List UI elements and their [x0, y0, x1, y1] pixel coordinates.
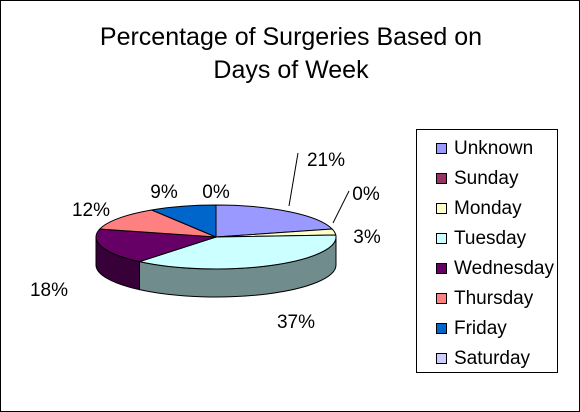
- pie-slice-unknown: [215, 204, 334, 238]
- percentage-labels: 21% 0% 3% 37% 18% 12% 9% 0%: [30, 150, 381, 333]
- pie-slice-friday: [149, 204, 217, 238]
- legend-item-thursday: Thursday: [417, 285, 557, 315]
- pct-label-friday: 9%: [150, 182, 178, 203]
- legend-label-unknown: Unknown: [454, 138, 534, 159]
- pct-label-tuesday: 37%: [277, 312, 315, 333]
- legend-item-saturday: Saturday: [417, 345, 557, 375]
- pct-label-sunday: 0%: [352, 184, 380, 205]
- legend-item-friday: Friday: [417, 315, 557, 345]
- legend-label-monday: Monday: [454, 198, 522, 219]
- pct-label-monday: 3%: [353, 227, 381, 248]
- legend-swatch-thursday: [436, 293, 447, 304]
- legend-swatch-sunday: [436, 173, 447, 184]
- legend-swatch-monday: [436, 203, 447, 214]
- legend-label-saturday: Saturday: [454, 348, 531, 369]
- pct-label-unknown: 21%: [307, 150, 345, 171]
- chart-title: Percentage of Surgeries Based on Days of…: [41, 21, 541, 87]
- legend-label-tuesday: Tuesday: [454, 228, 527, 249]
- legend-swatch-wednesday: [436, 263, 447, 274]
- pie-top: [95, 204, 337, 270]
- legend-label-friday: Friday: [454, 318, 507, 339]
- pie-slice-wednesday: [95, 228, 217, 263]
- leader-line-unknown: [288, 152, 299, 207]
- pie-slice-thursday: [98, 209, 217, 238]
- legend-item-unknown: Unknown: [417, 135, 557, 165]
- legend-swatch-saturday: [436, 353, 447, 364]
- legend-item-tuesday: Tuesday: [417, 225, 557, 255]
- chart-title-line-2: Days of Week: [213, 56, 369, 84]
- pie-slice-tuesday: [137, 234, 337, 270]
- legend-swatch-friday: [436, 323, 447, 334]
- legend-item-monday: Monday: [417, 195, 557, 225]
- legend-label-wednesday: Wednesday: [454, 258, 554, 279]
- legend-label-sunday: Sunday: [454, 168, 519, 189]
- legend: Unknown Sunday Monday Tuesday Wednesday …: [416, 129, 558, 373]
- pct-label-saturday: 0%: [202, 182, 230, 203]
- legend-swatch-unknown: [436, 143, 447, 154]
- legend-item-wednesday: Wednesday: [417, 255, 557, 285]
- leader-line-sunday: [332, 190, 350, 224]
- pct-label-thursday: 12%: [72, 200, 110, 221]
- chart-title-line-1: Percentage of Surgeries Based on: [99, 23, 483, 51]
- pct-label-wednesday: 18%: [30, 280, 68, 301]
- leader-lines: [288, 152, 350, 224]
- legend-label-thursday: Thursday: [454, 288, 534, 309]
- legend-item-sunday: Sunday: [417, 165, 557, 195]
- legend-swatch-tuesday: [436, 233, 447, 244]
